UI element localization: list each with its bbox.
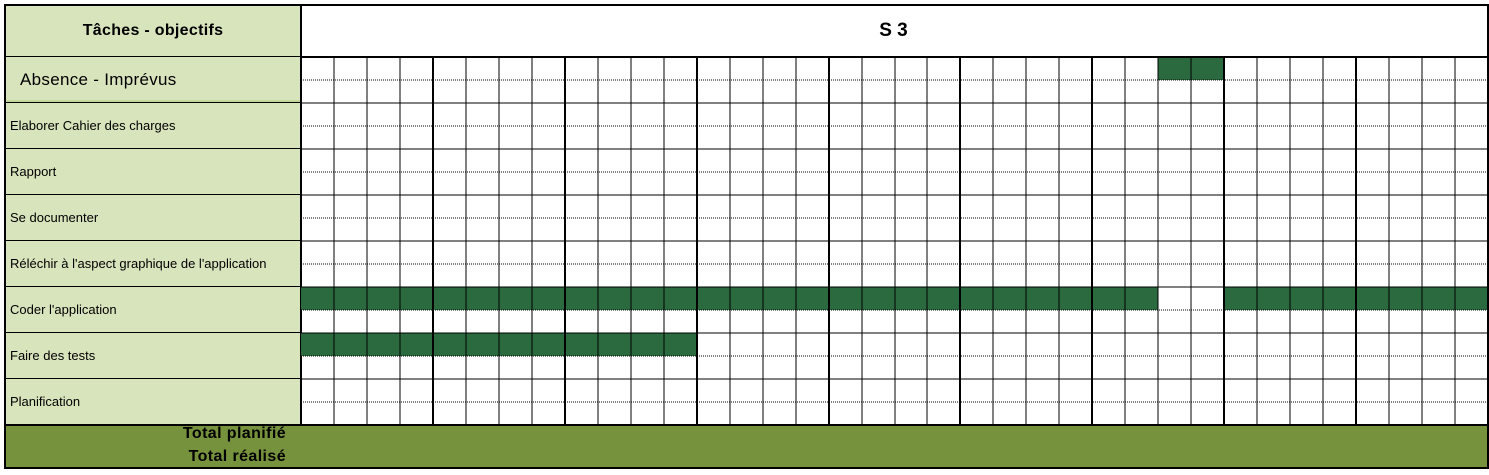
week-label: S 3 [879, 20, 908, 41]
filled-slot [531, 333, 565, 356]
filled-slot [1158, 57, 1192, 80]
filled-slot [861, 287, 895, 310]
task-label-text: Planification [10, 394, 81, 409]
filled-slot [498, 287, 532, 310]
filled-slot [630, 333, 664, 356]
filled-slot [993, 287, 1027, 310]
task-label-text: Se documenter [10, 210, 99, 225]
filled-slot [399, 287, 433, 310]
task-label-text: Faire des tests [10, 348, 96, 363]
filled-slot [894, 287, 928, 310]
task-row-label: Rapport [4, 148, 302, 194]
task-row-label: Se documenter [4, 194, 302, 240]
filled-slot [696, 287, 730, 310]
filled-slot [795, 287, 829, 310]
filled-slot [1323, 287, 1357, 310]
filled-slot [564, 287, 598, 310]
tasks-header: Tâches - objectifs [4, 4, 302, 56]
filled-slot [1026, 287, 1060, 310]
task-label-text: Absence - Imprévus [20, 69, 177, 89]
filled-slot [432, 333, 466, 356]
task-row-label: Elaborer Cahier des charges [4, 102, 302, 148]
filled-slot [1092, 287, 1126, 310]
filled-slot [1389, 287, 1423, 310]
task-label-text: Rapport [10, 164, 57, 179]
filled-slot [663, 287, 697, 310]
filled-slot [597, 287, 631, 310]
task-row-label: Absence - Imprévus [4, 56, 302, 102]
filled-slot [399, 333, 433, 356]
planning-sheet: Tâches - objectifs S 3 Absence - Imprévu… [4, 4, 1489, 471]
task-label-text: Réléchir à l'aspect graphique de l'appli… [10, 256, 267, 271]
filled-slot [663, 333, 697, 356]
filled-slot [1356, 287, 1390, 310]
week-header: S 3 [300, 4, 1489, 56]
total-planned-label: Total planifié [182, 425, 286, 442]
filled-slot [564, 333, 598, 356]
filled-slot [1290, 287, 1324, 310]
total-done-label: Total réalisé [188, 448, 286, 465]
filled-slot [301, 287, 334, 310]
filled-slot [333, 333, 367, 356]
task-row-label: Réléchir à l'aspect graphique de l'appli… [4, 240, 302, 286]
filled-slot [1455, 287, 1488, 310]
task-label-text: Coder l'application [10, 302, 117, 317]
filled-slot [465, 287, 499, 310]
tasks-header-label: Tâches - objectifs [82, 22, 224, 39]
filled-slot [333, 287, 367, 310]
filled-slot [1059, 287, 1093, 310]
filled-slot [927, 287, 961, 310]
schedule-grid [300, 56, 1489, 426]
filled-slot [498, 333, 532, 356]
task-row-label: Coder l'application [4, 286, 302, 332]
filled-slot [729, 287, 763, 310]
filled-slot [1125, 287, 1159, 310]
filled-slot [366, 333, 400, 356]
filled-slot [597, 333, 631, 356]
task-label-text: Elaborer Cahier des charges [10, 118, 176, 133]
totals-footer: Total planifié Total réalisé [4, 424, 1489, 469]
filled-slot [960, 287, 994, 310]
task-row-label: Planification [4, 378, 302, 424]
filled-slot [301, 333, 334, 356]
filled-slot [630, 287, 664, 310]
filled-slot [1224, 287, 1258, 310]
filled-slot [531, 287, 565, 310]
filled-slot [1191, 57, 1225, 80]
filled-slot [366, 287, 400, 310]
filled-slot [465, 333, 499, 356]
filled-slot [762, 287, 796, 310]
filled-slot [1422, 287, 1456, 310]
filled-slot [432, 287, 466, 310]
filled-slot [828, 287, 862, 310]
task-row-label: Faire des tests [4, 332, 302, 378]
filled-slot [1257, 287, 1291, 310]
